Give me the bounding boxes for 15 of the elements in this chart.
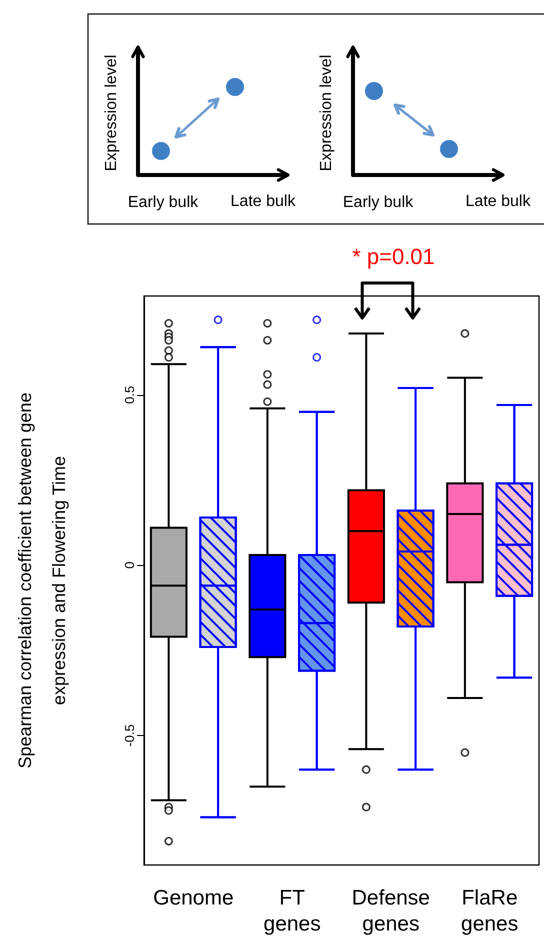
- text: Early bulk: [128, 194, 200, 211]
- text: Late bulk: [230, 193, 296, 210]
- x-tick-label: Genome: [153, 886, 234, 910]
- x-tick-label: FT genes: [264, 886, 321, 936]
- text: Early bulk: [342, 194, 414, 211]
- x-tick-label: Defense genes: [352, 886, 430, 936]
- y-axis-title: Spearman correlation coefficient between gene expression and Flowering Time: [15, 392, 69, 768]
- text: Late bulk: [466, 193, 532, 210]
- y-tick-label: 0: [122, 562, 137, 569]
- text: Expression level: [103, 54, 120, 172]
- text: * p=0.01: [352, 244, 435, 269]
- text: Expression level: [318, 54, 335, 172]
- x-tick-label: FlaRe genes: [461, 886, 518, 936]
- y-tick-label: -0.5: [122, 724, 137, 747]
- y-tick-label: 0.5: [122, 386, 137, 404]
